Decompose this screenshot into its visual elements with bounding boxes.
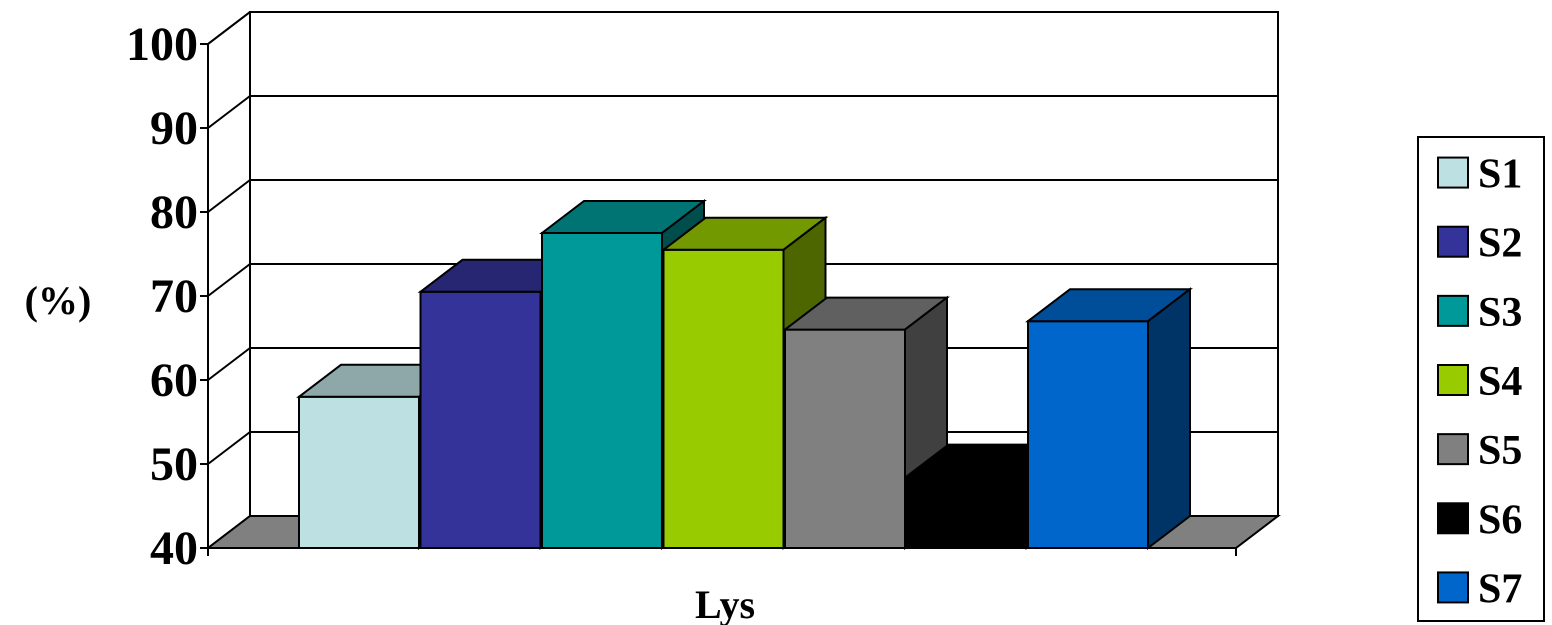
legend-label-s1: S1 xyxy=(1478,152,1522,198)
legend-swatch-s5 xyxy=(1437,433,1469,466)
bar-s2 xyxy=(419,290,542,549)
bar-s5 xyxy=(784,328,906,549)
bar-s4 xyxy=(662,248,785,550)
legend-swatch-s7 xyxy=(1437,571,1469,604)
chart-bars xyxy=(296,198,1193,551)
bar-s7 xyxy=(1027,320,1149,550)
y-tick-label: 80 xyxy=(150,186,198,239)
bar-s1 xyxy=(298,395,420,549)
y-tick-label: 70 xyxy=(150,270,198,323)
bar-s3 xyxy=(541,232,663,549)
legend-swatch-s6 xyxy=(1437,502,1469,535)
y-tick-label: 40 xyxy=(150,522,198,575)
y-axis-title: (%) xyxy=(25,278,92,323)
side-gridline xyxy=(207,179,251,213)
side-gridline xyxy=(207,95,251,129)
side-gridline xyxy=(207,431,251,465)
bar-s6 xyxy=(905,475,1028,550)
bar-side-s7 xyxy=(1147,287,1191,551)
legend-label-s6: S6 xyxy=(1478,497,1522,543)
chart-axis: 40 50 60 70 80 90 100 xyxy=(126,18,1237,575)
y-tick-label: 90 xyxy=(150,102,198,155)
legend-swatch-s4 xyxy=(1437,364,1469,396)
side-gridline xyxy=(207,263,251,297)
legend: S1 S2 S3 S4 S5 S6 S7 xyxy=(1417,136,1545,622)
legend-label-s4: S4 xyxy=(1478,359,1522,405)
side-gridline xyxy=(207,11,251,45)
x-axis-title: Lys xyxy=(695,582,755,625)
legend-swatch-s2 xyxy=(1437,225,1469,258)
y-tick-label: 60 xyxy=(150,354,198,407)
y-tick-label: 50 xyxy=(150,438,198,491)
legend-swatch-s3 xyxy=(1437,294,1469,327)
legend-swatch-s1 xyxy=(1437,156,1469,189)
legend-label-s3: S3 xyxy=(1478,290,1522,336)
side-gridline xyxy=(207,347,251,381)
legend-label-s5: S5 xyxy=(1478,428,1522,474)
y-tick-label: 100 xyxy=(126,18,198,71)
legend-label-s7: S7 xyxy=(1478,566,1522,612)
legend-label-s2: S2 xyxy=(1478,221,1522,267)
